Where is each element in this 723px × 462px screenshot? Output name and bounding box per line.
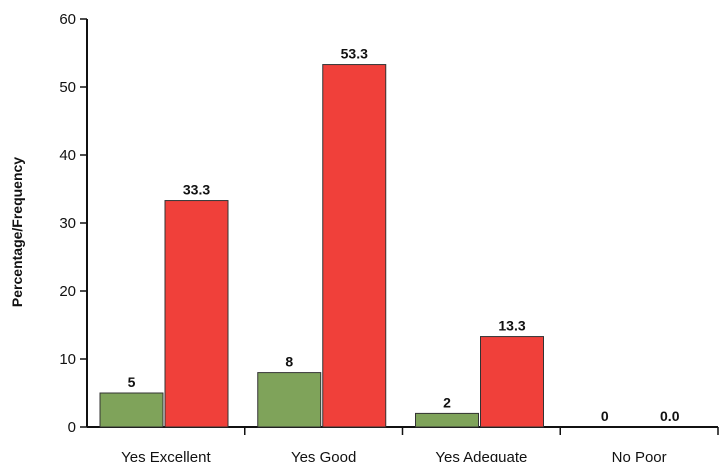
y-axis-title: Percentage/Frequency xyxy=(9,157,25,307)
data-label: 0 xyxy=(601,408,609,424)
bar xyxy=(415,412,479,428)
bars xyxy=(99,64,544,428)
bar xyxy=(480,336,544,428)
category-labels: Yes Excellent Yes Good Yes Adequate No Poor xyxy=(121,449,667,462)
y-tick-label: 30 xyxy=(59,215,76,232)
y-ticks: 0 10 20 30 40 50 60 xyxy=(59,11,87,436)
y-tick-label: 20 xyxy=(59,283,76,300)
data-label: 5 xyxy=(128,374,136,390)
data-label: 8 xyxy=(285,354,293,370)
y-tick-label: 10 xyxy=(59,351,76,368)
data-label: 2 xyxy=(443,394,451,410)
bar xyxy=(99,392,164,428)
y-tick-label: 50 xyxy=(59,79,76,96)
category-label: Yes Good xyxy=(291,449,356,462)
data-label: 0.0 xyxy=(660,408,680,424)
y-tick-label: 0 xyxy=(68,419,76,436)
data-labels: 5 33.3 8 53.3 2 13.3 0 0.0 xyxy=(128,46,680,424)
y-tick-label: 60 xyxy=(59,11,76,28)
bar xyxy=(322,64,387,428)
category-label: Yes Excellent xyxy=(121,449,211,462)
data-label: 53.3 xyxy=(341,46,368,62)
data-label: 33.3 xyxy=(183,182,210,198)
y-tick-label: 40 xyxy=(59,147,76,164)
bar xyxy=(164,200,229,428)
category-label: No Poor xyxy=(612,449,667,462)
category-label: Yes Adequate xyxy=(435,449,527,462)
bar xyxy=(257,372,322,428)
data-label: 13.3 xyxy=(498,318,525,334)
